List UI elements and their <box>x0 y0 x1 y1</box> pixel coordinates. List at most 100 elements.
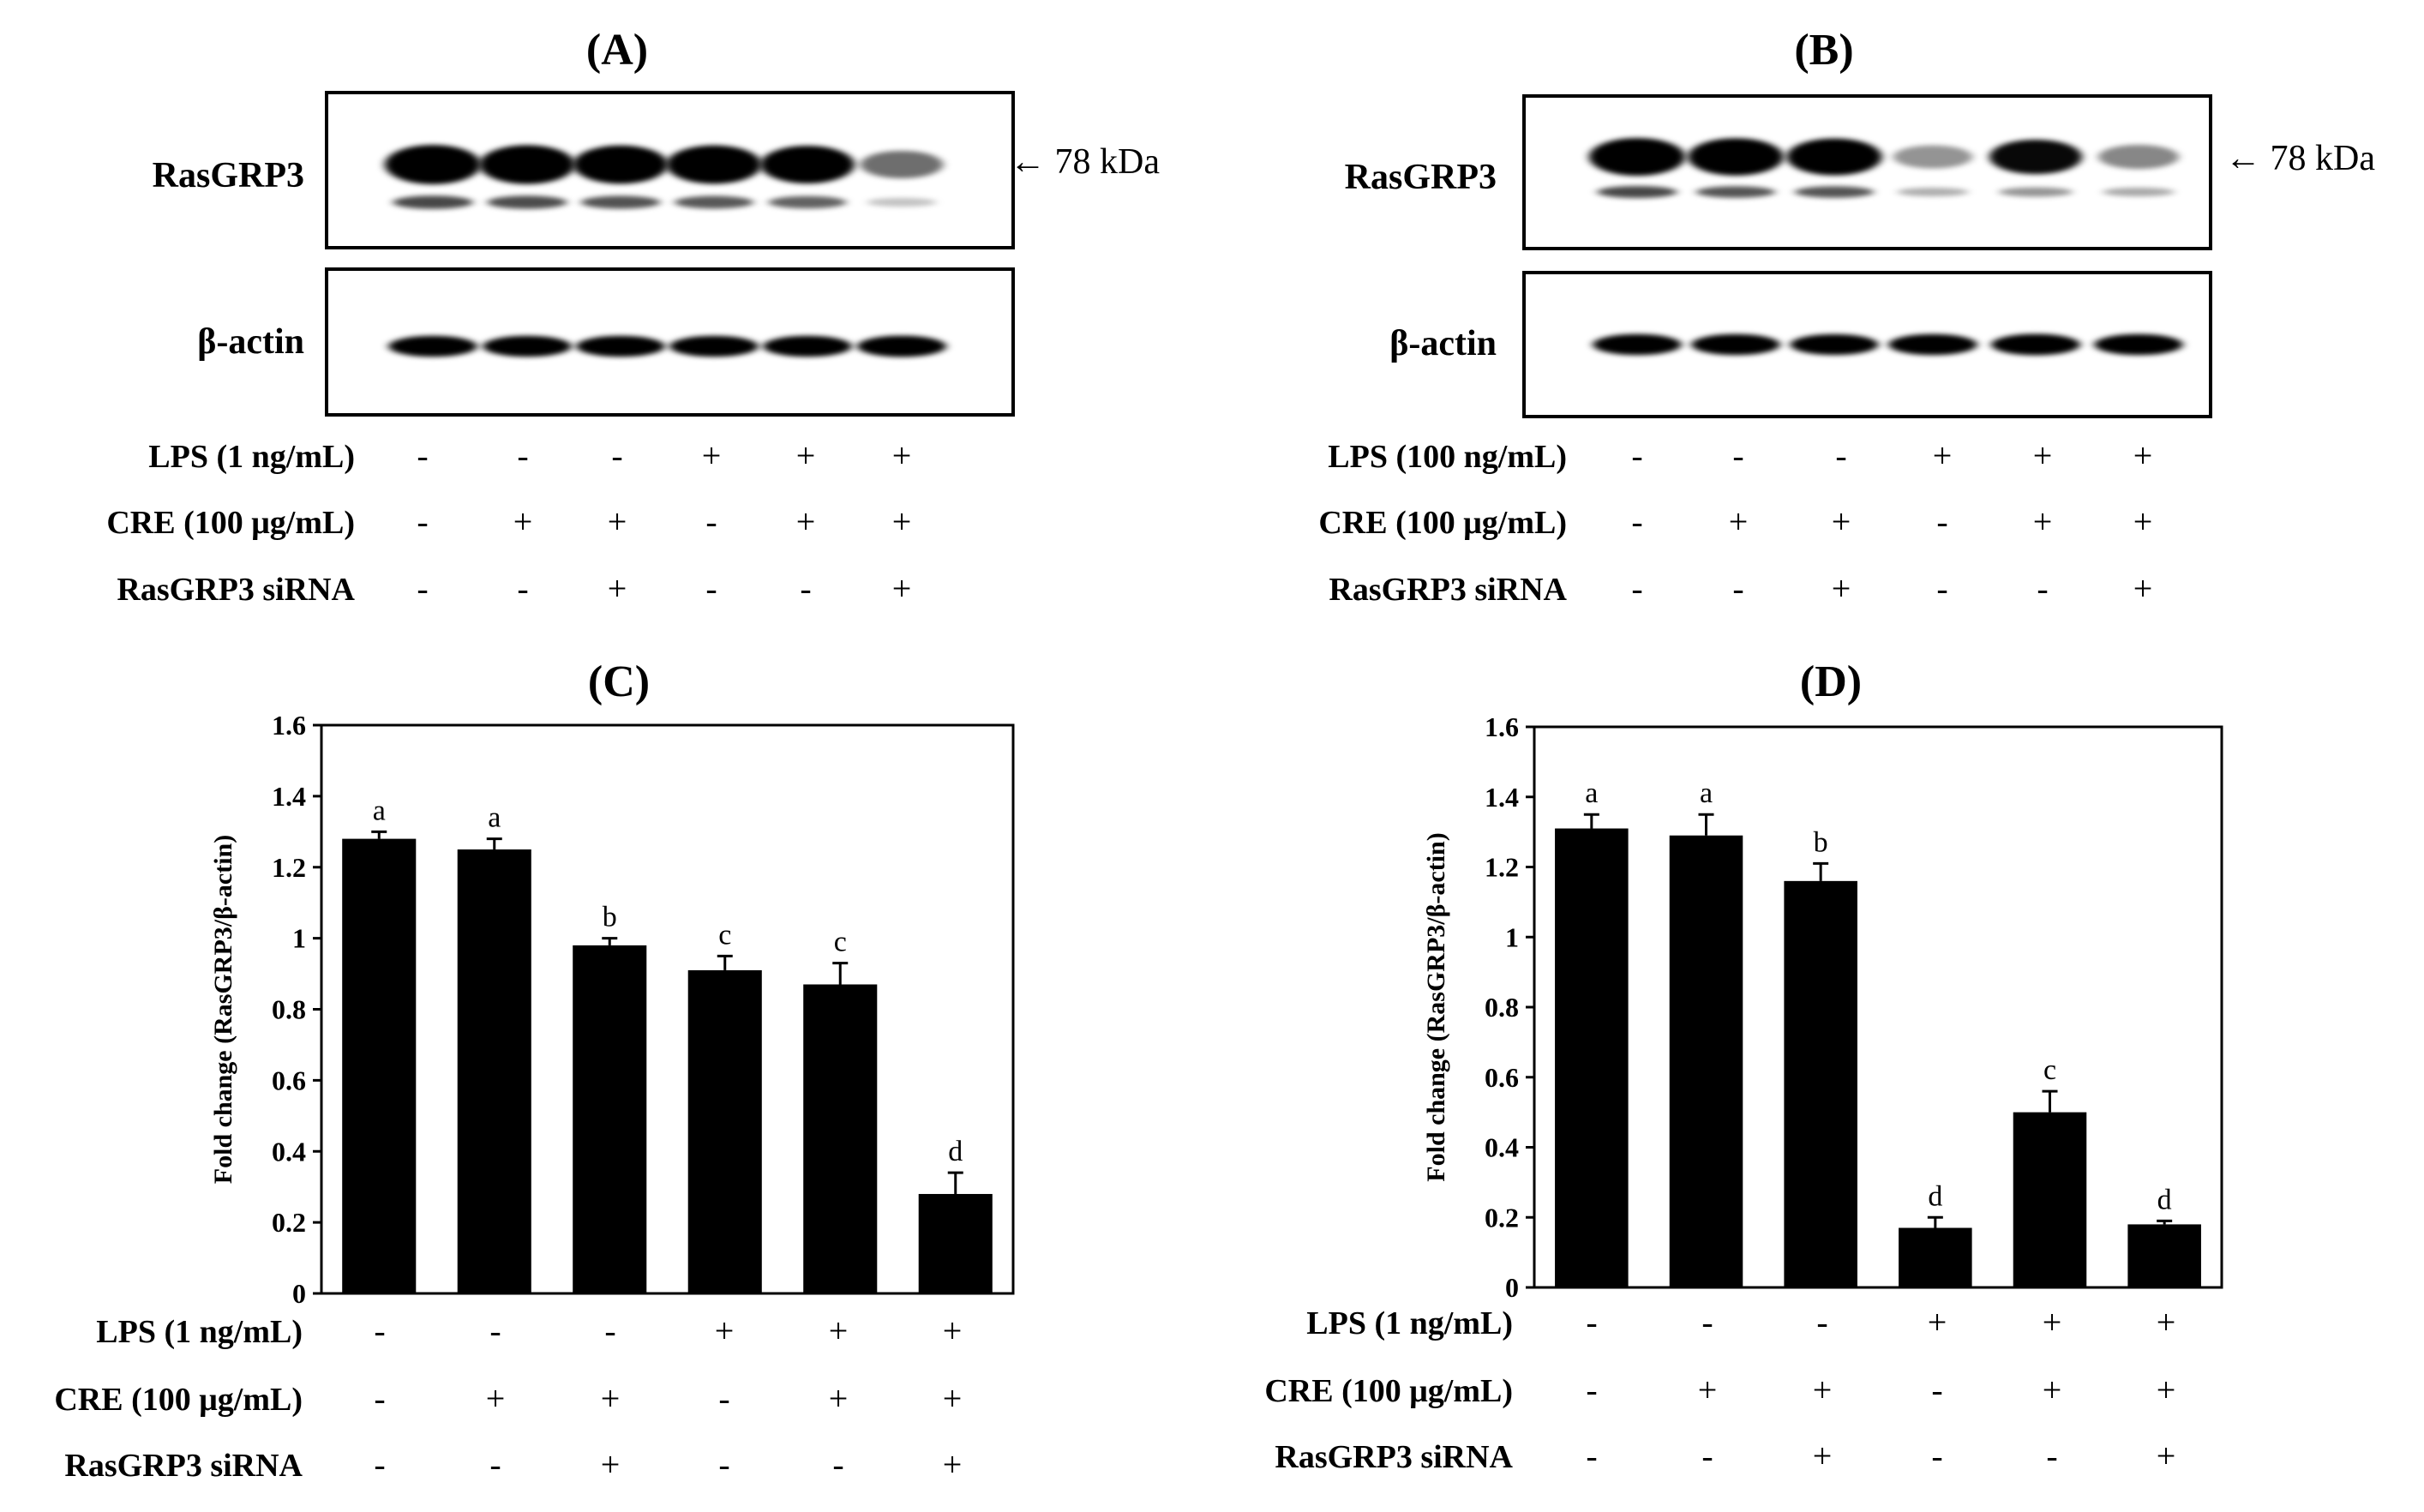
panel-d-treatment-table: LPS (1 ng/mL) - - - + + + CRE (100 μg/mL) - + + - + +… <box>1264 1303 2175 1475</box>
panel-a-sign-r2-c6: + <box>892 502 912 541</box>
panel-d-sign-r1-c2: - <box>1701 1303 1713 1341</box>
panel-a-sign-r2-c4: - <box>705 502 717 541</box>
panel-a-treatment-table: LPS (1 ng/mL) - - - + + + CRE (100 μg/mL) - + + - + +… <box>106 436 911 608</box>
panel-a-sign-r3-c5: - <box>800 569 811 608</box>
panel-b-sign-r3-c3: + <box>1832 569 1851 608</box>
panel-d-y-tick-label: 0.6 <box>1485 1062 1519 1093</box>
panel-c-significance-letter-5: c <box>834 927 847 958</box>
panel-d-bar-3 <box>1784 880 1857 1287</box>
panel-a-sign-r2-c2: + <box>513 502 533 541</box>
panel-a-sign-r3-c4: - <box>705 569 717 608</box>
panel-a-sign-r1-c4: + <box>702 436 722 475</box>
panel-b-actin-band-5 <box>1991 333 2080 356</box>
panel-c-bar-1 <box>342 838 417 1293</box>
panel-d-y-tick-label: 1.4 <box>1485 782 1519 813</box>
panel-d-sign-r1-c4: + <box>1928 1303 1947 1341</box>
panel-c-y-tick-label: 0.8 <box>272 994 306 1025</box>
panel-c-y-tick-label: 1.4 <box>272 781 306 812</box>
panel-c-bar-6 <box>918 1193 993 1293</box>
panel-a: (A) RasGRP3 ← 78 kDa β-actin LPS (1 ng/m… <box>106 26 1160 608</box>
panel-a-lower-band-3 <box>580 195 661 209</box>
panel-c-significance-letter-2: a <box>488 802 501 834</box>
panel-d-sign-r2-c4: - <box>1931 1371 1942 1409</box>
panel-c-y-axis-label: Fold change (RasGRP3/β-actin) <box>209 835 237 1184</box>
panel-d-label: (D) <box>1800 657 1862 706</box>
panel-a-sign-r3-c3: + <box>608 569 627 608</box>
panel-d-sign-r3-c3: + <box>1813 1437 1833 1475</box>
panel-b-sign-r2-c6: + <box>2133 502 2153 541</box>
panel-d-bar-6 <box>2127 1224 2201 1287</box>
panel-b-upper-band-6 <box>2098 144 2179 170</box>
panel-b-lower-band-1 <box>1597 185 1677 199</box>
panel-a-actin-band-2 <box>483 335 572 357</box>
panel-a-marker-label: ← 78 kDa <box>1010 142 1160 182</box>
panel-a-sign-r1-c6: + <box>892 436 912 475</box>
panel-a-treatment-label-1: LPS (1 ng/mL) <box>148 439 355 475</box>
panel-d-sign-r2-c3: + <box>1813 1371 1833 1409</box>
panel-d-y-tick-label: 0 <box>1505 1272 1519 1303</box>
panel-c-treatment-label-1: LPS (1 ng/mL) <box>96 1314 303 1350</box>
panel-a-sign-r1-c5: + <box>796 436 816 475</box>
panel-c-y-tick-label: 1.6 <box>272 710 306 741</box>
panel-d-sign-r1-c6: + <box>2157 1303 2176 1341</box>
panel-c-sign-r2-c1: - <box>374 1379 385 1418</box>
panel-d-sign-r3-c6: + <box>2157 1437 2176 1475</box>
panel-c-bar-3 <box>573 945 647 1293</box>
panel-c-y-tick-label: 0.6 <box>272 1065 306 1095</box>
panel-a-lower-band-2 <box>487 195 567 209</box>
panel-a-lower-band-6 <box>867 197 937 207</box>
panel-a-upper-band-6 <box>860 150 944 179</box>
panel-d-y-tick-label: 0.2 <box>1485 1202 1519 1233</box>
panel-d-treatment-label-2: CRE (100 μg/mL) <box>1264 1373 1513 1409</box>
panel-c-y-tick-label: 0.2 <box>272 1207 306 1238</box>
panel-a-upper-band-2 <box>479 145 575 184</box>
panel-b-sign-r3-c4: - <box>1936 569 1947 608</box>
panel-b-upper-band-2 <box>1688 138 1784 176</box>
panel-d-sign-r3-c2: - <box>1701 1437 1713 1475</box>
panel-c-y-tick-label: 0 <box>292 1278 306 1309</box>
panel-c-significance-letter-6: d <box>948 1136 963 1167</box>
panel-c-chart: 0 0.2 0.4 0.6 0.8 1 1.2 1.4 1.6 Fold change (RasG… <box>209 710 1015 1309</box>
panel-b-lower-band-3 <box>1794 186 1875 198</box>
panel-b-actin-band-6 <box>2094 333 2183 356</box>
panel-a-sign-r2-c1: - <box>417 502 428 541</box>
panel-b-sign-r1-c6: + <box>2133 436 2153 475</box>
panel-d-significance-letter-5: c <box>2043 1054 2056 1086</box>
panel-b-treatment-label-3: RasGRP3 siRNA <box>1329 572 1567 608</box>
panel-c-sign-r1-c3: - <box>604 1311 615 1350</box>
panel-b-sign-r1-c4: + <box>1933 436 1953 475</box>
panel-c-sign-r3-c4: - <box>718 1445 729 1484</box>
panel-b-lower-band-4 <box>1897 187 1969 197</box>
panel-d-y-tick-label: 1.6 <box>1485 711 1519 742</box>
panel-a-actin-bands <box>388 335 946 357</box>
panel-d-y-tick-label: 0.4 <box>1485 1132 1519 1163</box>
panel-c-sign-r1-c6: + <box>943 1311 963 1350</box>
panel-d-bar-5 <box>2013 1112 2087 1287</box>
panel-c-sign-r3-c3: + <box>601 1445 621 1484</box>
panel-d: (D) 0 0.2 0.4 0.6 0.8 1 1.2 1.4 1.6 Fold change (… <box>1264 657 2223 1475</box>
panel-a-upper-band-1 <box>385 145 481 184</box>
panel-b-actin-bands <box>1593 333 2183 356</box>
panel-a-upper-band-4 <box>666 145 762 184</box>
panel-b-sign-r2-c3: + <box>1832 502 1851 541</box>
panel-c-y-tick-label: 0.4 <box>272 1136 306 1167</box>
panel-a-lower-band-5 <box>768 195 847 209</box>
panel-c-sign-r1-c2: - <box>489 1311 501 1350</box>
panel-d-treatment-label-1: LPS (1 ng/mL) <box>1306 1305 1513 1341</box>
panel-b-treatment-label-1: LPS (100 ng/mL) <box>1328 439 1567 475</box>
panel-d-bar-4 <box>1899 1227 1972 1287</box>
panel-a-sign-r1-c2: - <box>517 436 528 475</box>
panel-b-label: (B) <box>1794 26 1853 75</box>
panel-b-sign-r3-c1: - <box>1631 569 1642 608</box>
panel-a-upper-band-3 <box>573 145 669 184</box>
panel-b-upper-band-3 <box>1786 138 1882 176</box>
panel-c-sign-r2-c3: + <box>601 1379 621 1418</box>
panel-b-lower-band-5 <box>1999 187 2073 197</box>
panel-d-significance-letter-4: d <box>1928 1180 1942 1212</box>
panel-c-sign-r3-c1: - <box>374 1445 385 1484</box>
panel-b-target-bands <box>1589 138 2179 199</box>
panel-b-treatment-table: LPS (100 ng/mL) - - - + + + CRE (100 μg/mL) - + + -… <box>1318 436 2152 608</box>
panel-b-actin-label: β-actin <box>1389 324 1497 363</box>
panel-c-y-tick-label: 1 <box>292 923 306 954</box>
